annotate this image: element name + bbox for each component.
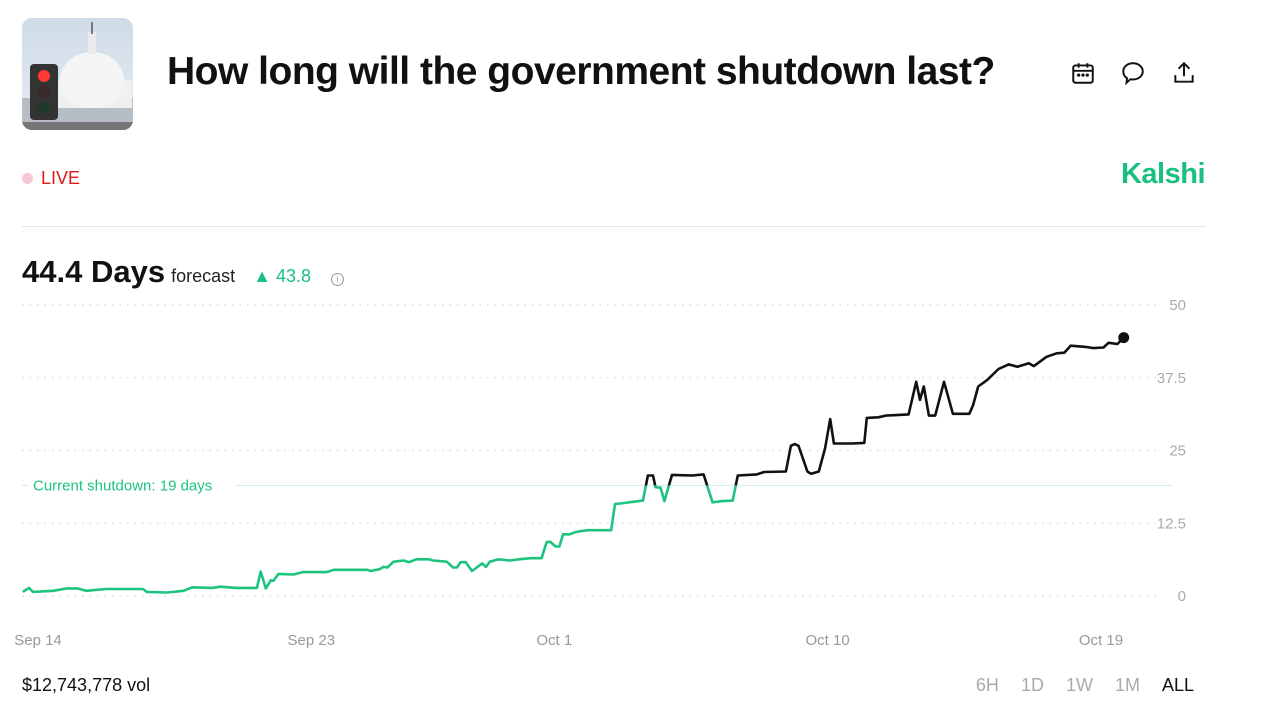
range-selector: 6H 1D 1W 1M ALL	[976, 675, 1194, 696]
series-line-above	[644, 336, 1125, 486]
calendar-icon[interactable]	[1070, 60, 1096, 86]
series-line-below	[22, 485, 738, 594]
forecast-change: ▲ 43.8	[253, 266, 311, 287]
latest-point-marker	[1118, 332, 1130, 344]
page-title: How long will the government shutdown la…	[167, 50, 995, 93]
volume: $12,743,778 vol	[22, 675, 151, 695]
x-tick-label: Oct 1	[536, 632, 572, 649]
x-tick-label: Oct 10	[806, 632, 850, 649]
range-6h[interactable]: 6H	[975, 675, 999, 695]
forecast-label: forecast	[171, 266, 236, 286]
x-tick-label: Sep 23	[288, 632, 336, 649]
y-tick-label: 12.5	[1157, 515, 1186, 532]
reference-label: Current shutdown: 19 days	[33, 477, 212, 494]
kalshi-logo[interactable]: Kalshi	[1120, 158, 1206, 190]
y-tick-label: 25	[1169, 443, 1186, 460]
share-icon[interactable]	[1171, 60, 1197, 86]
x-tick-label: Sep 14	[14, 632, 62, 649]
comment-icon[interactable]	[1120, 60, 1146, 86]
range-1w[interactable]: 1W	[1065, 675, 1093, 695]
reference-label-bg	[28, 475, 236, 496]
forecast-value: 44.4 Days	[22, 254, 166, 289]
market-thumbnail	[22, 18, 133, 130]
range-1m[interactable]: 1M	[1114, 675, 1140, 695]
y-tick-label: 0	[1178, 588, 1186, 605]
y-tick-label: 37.5	[1157, 370, 1186, 387]
divider	[22, 226, 1206, 227]
change-value: 43.8	[275, 266, 311, 286]
range-all[interactable]: ALL	[1161, 675, 1194, 695]
forecast-chart: 0 12.5 25 37.5 50 Sep 14 Sep 23 Oct 1 Oct 10 Oct …	[14, 297, 1186, 649]
live-label: LIVE	[41, 168, 81, 188]
triangle-up-icon: ▲	[253, 266, 271, 286]
capitol-image	[22, 22, 133, 130]
info-icon[interactable]: i	[330, 273, 344, 286]
live-dot-icon	[22, 173, 33, 184]
y-tick-label: 50	[1169, 297, 1186, 314]
x-tick-label: Oct 19	[1079, 632, 1123, 649]
range-1d[interactable]: 1D	[1020, 675, 1044, 695]
live-indicator: LIVE	[22, 168, 80, 189]
forecast-summary: 44.4 Days forecast ▲ 43.8 i	[22, 254, 344, 290]
